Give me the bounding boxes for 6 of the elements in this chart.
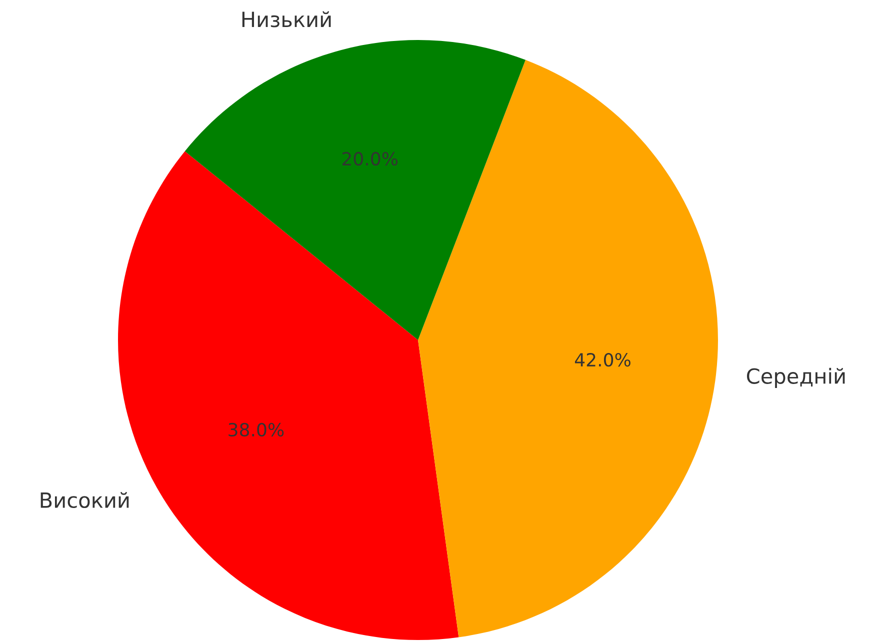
slice-label: Низький (242, 11, 331, 28)
slice-label: Середній (746, 368, 845, 388)
data-label: 42.0% (574, 352, 630, 367)
data-label: 20.0% (342, 152, 398, 166)
data-label: 38.0% (228, 422, 284, 437)
slice-label: Високий (40, 492, 129, 508)
